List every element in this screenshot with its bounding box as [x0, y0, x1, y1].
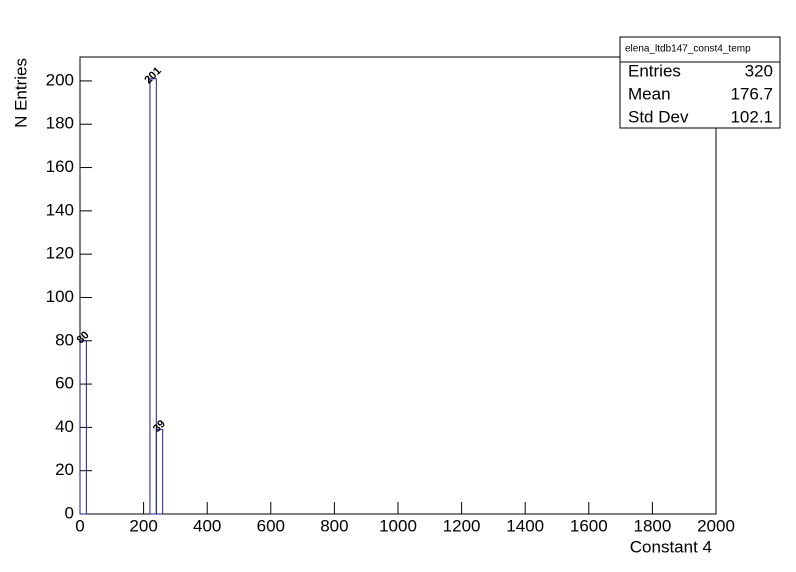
x-tick-label: 1600 — [570, 516, 608, 535]
stats-box — [619, 36, 781, 129]
y-tick-label: 40 — [55, 417, 74, 436]
bar — [149, 78, 157, 515]
y-tick-label: 80 — [55, 330, 74, 349]
stats-value: 102.1 — [730, 107, 773, 126]
stats-value: 320 — [745, 61, 773, 80]
stats-label: Std Dev — [628, 107, 689, 126]
x-tick-label: 1000 — [379, 516, 417, 535]
y-tick-label: 0 — [65, 503, 74, 522]
bar — [155, 429, 164, 515]
stats-title: elena_ltdb147_const4_temp — [625, 44, 751, 55]
x-tick-label: 0 — [75, 516, 84, 535]
x-tick-label: 2000 — [697, 516, 735, 535]
y-tick-label: 200 — [46, 70, 74, 89]
y-tick-label: 20 — [55, 460, 74, 479]
bar — [79, 340, 87, 515]
y-axis-label: N Entries — [11, 58, 30, 128]
x-tick-label: 600 — [257, 516, 285, 535]
x-tick-label: 1400 — [506, 516, 544, 535]
y-tick-label: 120 — [46, 244, 74, 263]
x-tick-label: 1800 — [633, 516, 671, 535]
y-tick-label: 60 — [55, 374, 74, 393]
stats-label: Entries — [628, 61, 681, 80]
y-tick-label: 100 — [46, 287, 74, 306]
x-tick-label: 800 — [320, 516, 348, 535]
y-tick-label: 160 — [46, 157, 74, 176]
y-tick-label: 180 — [46, 114, 74, 133]
x-tick-label: 200 — [129, 516, 157, 535]
stats-value: 176.7 — [730, 84, 773, 103]
x-tick-label: 1200 — [443, 516, 481, 535]
x-tick-label: 400 — [193, 516, 221, 535]
x-axis-label: Constant 4 — [630, 537, 712, 556]
stats-label: Mean — [628, 84, 671, 103]
y-tick-label: 140 — [46, 200, 74, 219]
